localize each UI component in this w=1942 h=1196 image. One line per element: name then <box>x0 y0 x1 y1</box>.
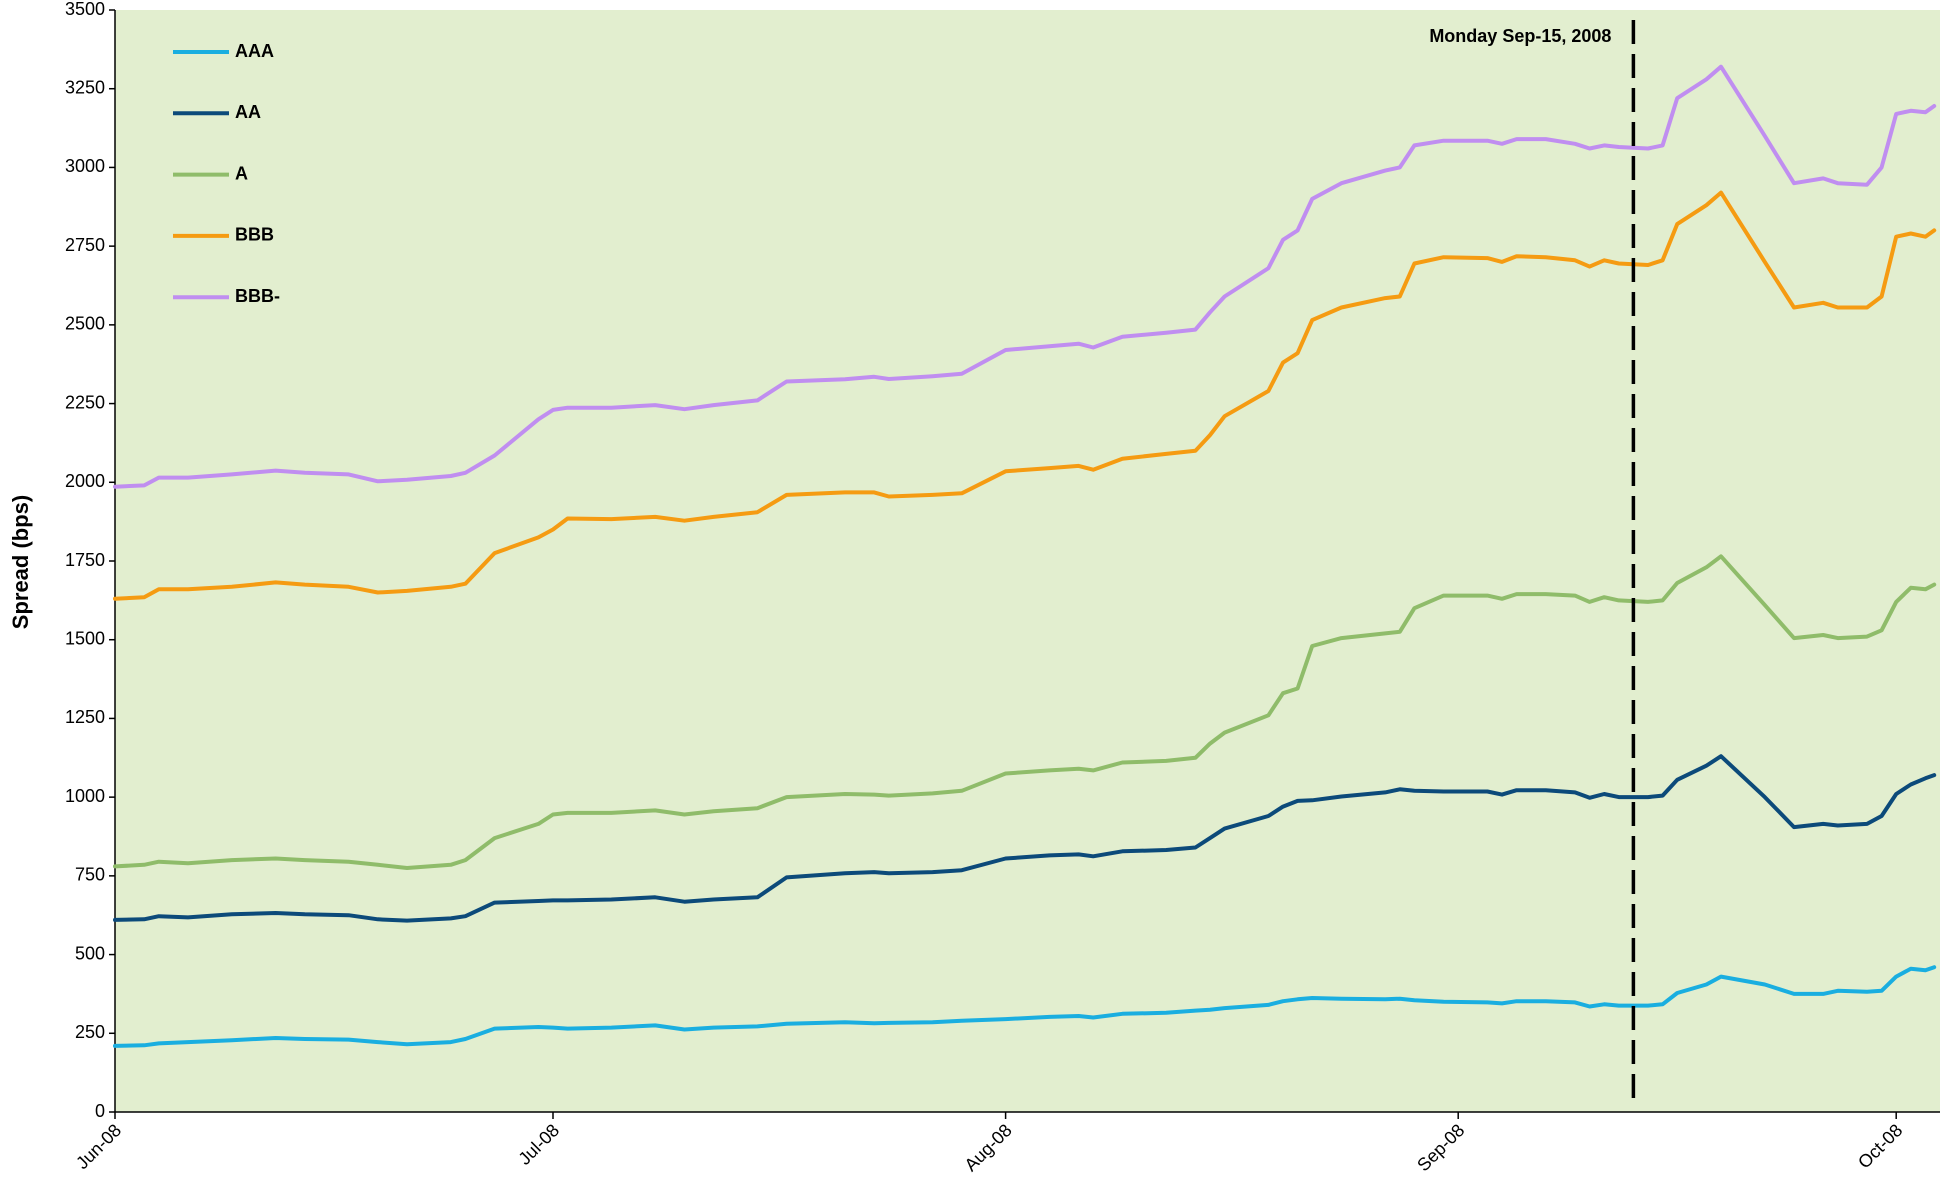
y-tick-label: 1250 <box>65 707 105 727</box>
plot-area <box>115 10 1940 1112</box>
legend-label: AA <box>235 102 261 122</box>
legend-label: BBB- <box>235 286 280 306</box>
series-line <box>113 554 1937 870</box>
legend-label: BBB <box>235 225 274 245</box>
series-line <box>113 64 1937 489</box>
y-tick-label: 3000 <box>65 156 105 176</box>
y-tick-label: 2000 <box>65 471 105 491</box>
y-tick-label: 2250 <box>65 392 105 412</box>
legend-label: A <box>235 163 248 183</box>
y-tick-label: 3500 <box>65 0 105 19</box>
y-tick-label: 3250 <box>65 77 105 97</box>
series-line <box>113 754 1937 923</box>
y-tick-label: 2750 <box>65 235 105 255</box>
y-axis-label: Spread (bps) <box>8 495 33 629</box>
y-tick-label: 1500 <box>65 628 105 648</box>
x-tick-label: Sep-08 <box>1413 1120 1468 1175</box>
x-tick-label: Aug-08 <box>961 1120 1016 1175</box>
x-tick-label: Jun-08 <box>72 1120 125 1173</box>
y-tick-label: 1750 <box>65 550 105 570</box>
annotation-text: Monday Sep-15, 2008 <box>1429 26 1611 46</box>
legend-label: AAA <box>235 41 274 61</box>
y-tick-label: 1000 <box>65 786 105 806</box>
x-tick-label: Oct-08 <box>1854 1120 1906 1172</box>
y-tick-label: 500 <box>75 943 105 963</box>
y-tick-label: 0 <box>95 1101 105 1121</box>
y-tick-label: 250 <box>75 1022 105 1042</box>
y-tick-label: 2500 <box>65 314 105 334</box>
x-tick-label: Jul-08 <box>514 1120 563 1169</box>
series-line <box>113 190 1937 601</box>
y-tick-label: 750 <box>75 865 105 885</box>
series-line <box>113 965 1937 1048</box>
